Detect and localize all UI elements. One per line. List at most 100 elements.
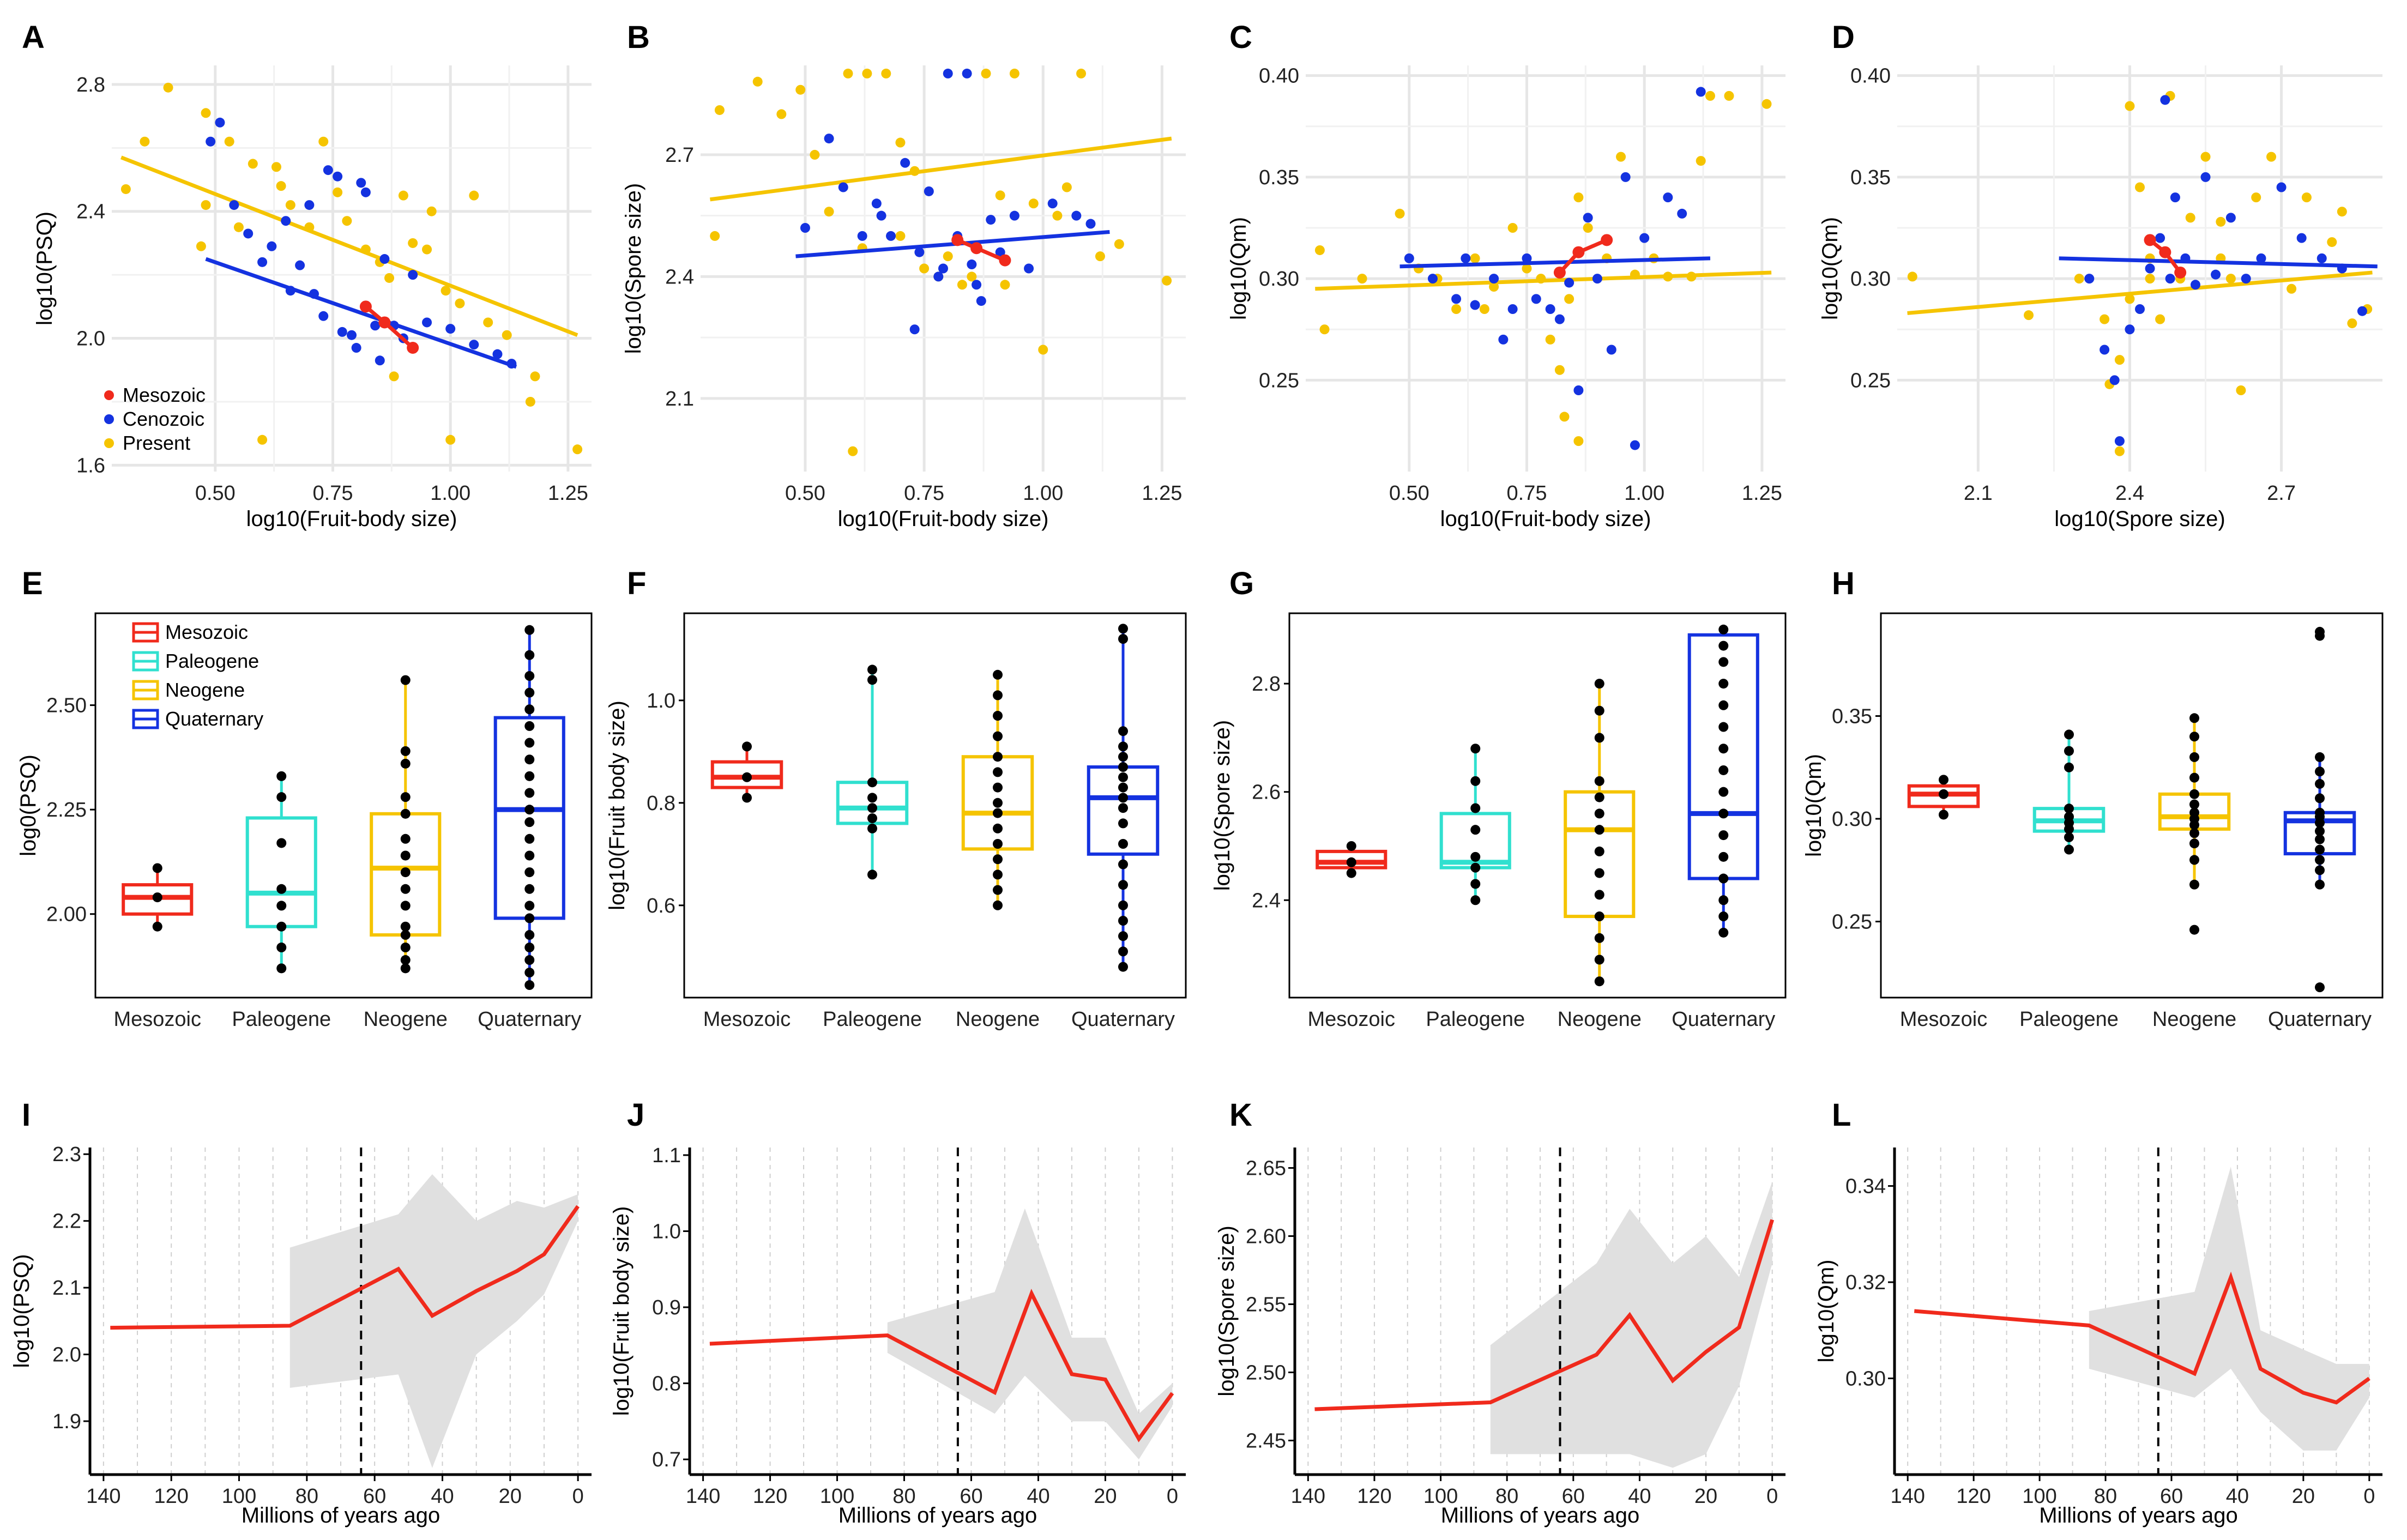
data-point bbox=[206, 136, 216, 147]
data-point bbox=[848, 446, 858, 456]
data-point bbox=[356, 178, 366, 188]
y-tick-label: 2.4 bbox=[1252, 889, 1281, 912]
data-point bbox=[530, 371, 540, 382]
data-point bbox=[1522, 263, 1532, 274]
data-point bbox=[318, 136, 329, 147]
x-tick-label: 100 bbox=[2022, 1485, 2056, 1508]
data-point bbox=[1346, 857, 1356, 867]
legend-label: Paleogene bbox=[165, 650, 259, 672]
fit-line bbox=[120, 155, 578, 337]
data-point bbox=[1663, 192, 1673, 203]
data-point bbox=[524, 788, 535, 798]
data-point bbox=[800, 223, 810, 233]
data-point bbox=[993, 767, 1003, 777]
x-axis-title: Millions of years ago bbox=[242, 1503, 441, 1527]
x-tick-label: 1.25 bbox=[548, 482, 588, 505]
data-point bbox=[1564, 277, 1574, 288]
legend-label: Present bbox=[123, 432, 190, 454]
y-tick-label: 2.7 bbox=[665, 144, 694, 167]
data-point bbox=[995, 190, 1005, 201]
plot-frame bbox=[94, 612, 593, 999]
data-point bbox=[2189, 732, 2199, 742]
data-point bbox=[2125, 324, 2135, 335]
data-point bbox=[1319, 324, 1330, 335]
data-point bbox=[867, 813, 877, 823]
y-tick-label: 0.30 bbox=[1259, 268, 1299, 291]
fit-point bbox=[2144, 234, 2156, 246]
data-point bbox=[1545, 304, 1555, 314]
box-neogene bbox=[1564, 679, 1636, 987]
data-point bbox=[1000, 280, 1010, 290]
data-point bbox=[257, 257, 268, 267]
data-point bbox=[1594, 705, 1604, 716]
data-point bbox=[1038, 345, 1048, 355]
x-tick-label: Quaternary bbox=[1672, 1008, 1775, 1031]
box-mesozoic bbox=[1907, 775, 1980, 820]
data-point bbox=[2315, 807, 2325, 818]
data-point bbox=[2189, 879, 2199, 890]
data-point bbox=[2189, 772, 2199, 783]
x-axis-title: log10(Spore size) bbox=[2054, 507, 2225, 531]
data-point bbox=[1639, 233, 1650, 243]
data-point bbox=[1489, 274, 1499, 284]
data-point bbox=[742, 772, 752, 782]
series-cenozoic bbox=[2059, 95, 2378, 446]
data-point bbox=[2155, 314, 2165, 324]
data-point bbox=[276, 884, 287, 894]
legend-label: Mesozoic bbox=[165, 621, 248, 643]
x-tick-label: 0.50 bbox=[785, 482, 825, 505]
y-tick-label: 2.3 bbox=[52, 1143, 81, 1166]
data-point bbox=[1470, 776, 1481, 786]
data-point bbox=[1696, 87, 1706, 97]
x-tick-label: 2.4 bbox=[2115, 482, 2144, 505]
data-point bbox=[2327, 237, 2337, 247]
y-tick-label: 2.8 bbox=[76, 74, 105, 96]
data-point bbox=[993, 808, 1003, 818]
data-point bbox=[867, 777, 877, 788]
data-point bbox=[1718, 927, 1729, 938]
data-point bbox=[909, 324, 920, 335]
data-point bbox=[1118, 772, 1128, 782]
x-tick-label: 20 bbox=[2292, 1485, 2315, 1508]
x-tick-label: 60 bbox=[2160, 1485, 2183, 1508]
x-tick-label: 2.7 bbox=[2267, 482, 2296, 505]
data-point bbox=[400, 930, 411, 940]
data-point bbox=[933, 271, 944, 282]
y-axis-title: log10(Spore size) bbox=[1215, 1225, 1239, 1397]
data-point bbox=[2135, 304, 2145, 314]
data-point bbox=[1718, 873, 1729, 884]
panel-L: L 140 120 100 80 60 40 20 0 0.30 0.32 0.34 Millions … bbox=[1814, 1097, 2382, 1527]
x-tick-label: 0.50 bbox=[1389, 482, 1429, 505]
data-point bbox=[993, 839, 1003, 849]
plot-area bbox=[112, 65, 592, 472]
data-point bbox=[1071, 210, 1082, 221]
data-point bbox=[1592, 274, 1602, 284]
y-tick-label: 0.35 bbox=[1850, 166, 1891, 189]
data-point bbox=[360, 187, 371, 197]
legend-key bbox=[104, 438, 114, 448]
fit-line bbox=[1399, 256, 1711, 269]
x-tick-label: 0.75 bbox=[904, 482, 944, 505]
data-point bbox=[867, 823, 877, 834]
data-point bbox=[1705, 90, 1715, 101]
y-tick-label: 0.30 bbox=[1845, 1368, 1886, 1391]
data-point bbox=[881, 68, 891, 78]
data-point bbox=[2315, 778, 2325, 789]
data-point bbox=[2024, 310, 2034, 321]
x-tick-label: Quaternary bbox=[2268, 1008, 2372, 1031]
x-tick-label: 100 bbox=[820, 1485, 854, 1508]
trend-line bbox=[709, 1289, 1174, 1442]
data-point bbox=[1594, 846, 1604, 856]
data-point bbox=[2114, 355, 2125, 365]
x-tick-label: 40 bbox=[1628, 1485, 1651, 1508]
data-point bbox=[455, 298, 465, 309]
data-point bbox=[215, 117, 225, 128]
x-tick-label: 80 bbox=[2094, 1485, 2117, 1508]
data-point bbox=[267, 241, 277, 251]
data-point bbox=[2315, 844, 2325, 855]
data-point bbox=[276, 792, 287, 802]
data-point bbox=[1616, 152, 1626, 162]
fit-point bbox=[407, 342, 419, 354]
data-point bbox=[2189, 799, 2199, 810]
data-point bbox=[492, 349, 503, 359]
